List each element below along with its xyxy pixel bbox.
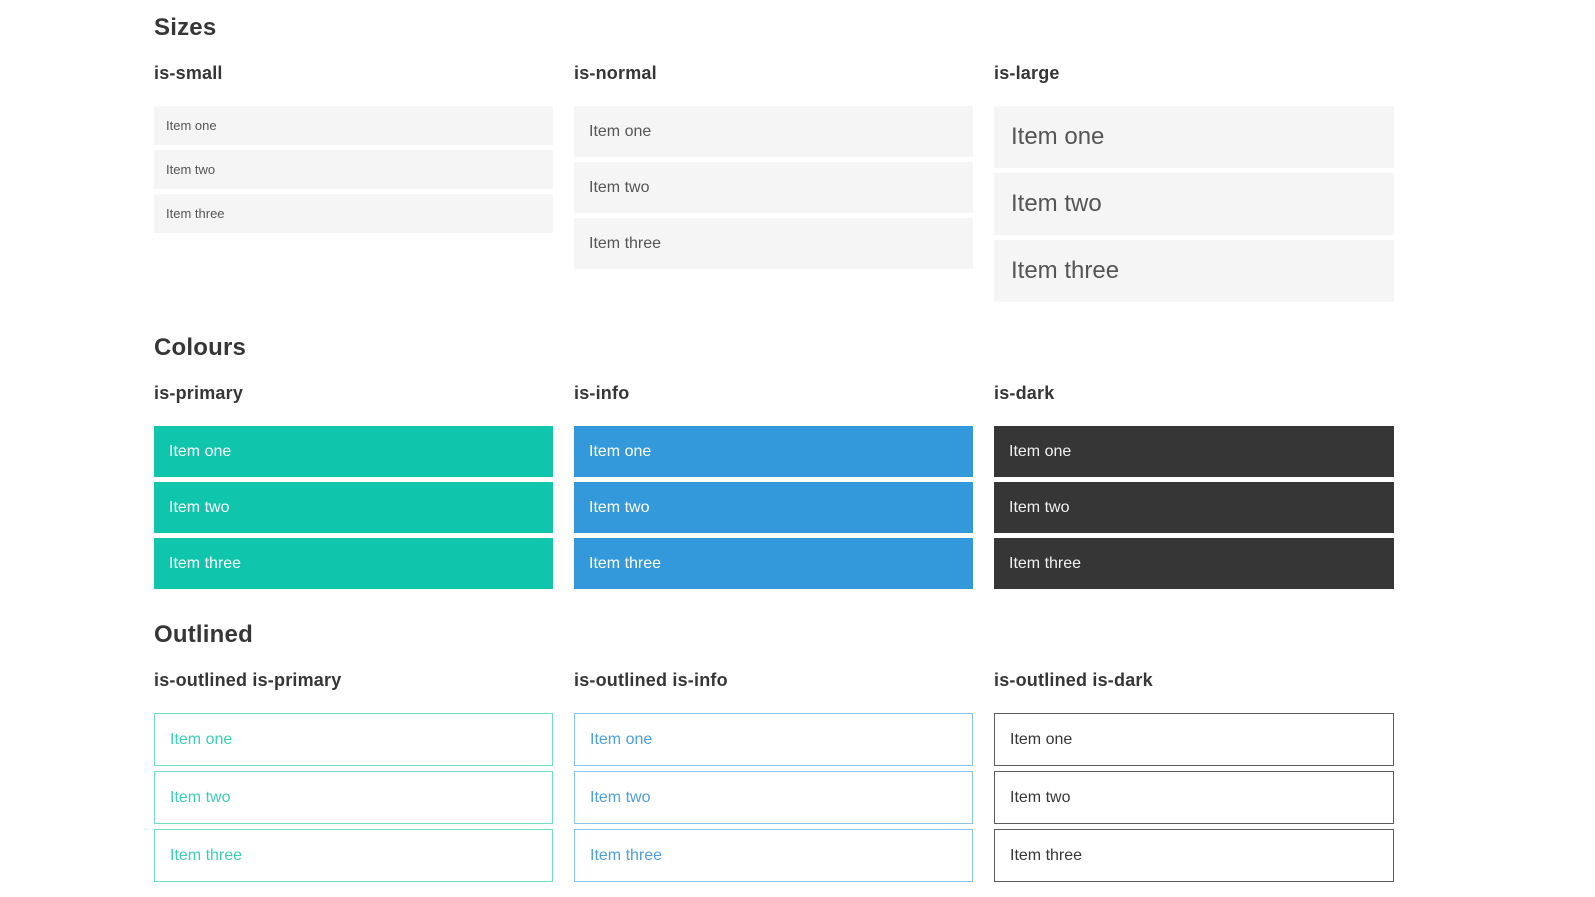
list-item[interactable]: Item three xyxy=(574,829,973,882)
group-heading: is-outlined is-primary xyxy=(154,670,342,690)
section-sizes: Sizes is-small Item one Item two Item th… xyxy=(154,14,1395,307)
list-item[interactable]: Item three xyxy=(154,829,553,882)
list-item[interactable]: Item two xyxy=(994,771,1394,824)
list-item[interactable]: Item two xyxy=(574,771,973,824)
list-item[interactable]: Item two xyxy=(154,150,553,189)
list-item[interactable]: Item three xyxy=(994,240,1394,302)
group-heading: is-outlined is-info xyxy=(574,670,728,690)
item-list: Item one Item two Item three xyxy=(574,426,973,589)
group-heading: is-normal xyxy=(574,63,657,83)
list-item[interactable]: Item one xyxy=(154,106,553,145)
section-title: Outlined xyxy=(154,621,253,648)
group-heading: is-large xyxy=(994,63,1060,83)
group-outlined-info: is-outlined is-info Item one Item two It… xyxy=(574,670,973,887)
list-item[interactable]: Item three xyxy=(574,538,973,589)
group-heading: is-primary xyxy=(154,383,244,403)
item-list: Item one Item two Item three xyxy=(574,106,973,269)
item-list: Item one Item two Item three xyxy=(574,713,973,882)
list-item[interactable]: Item two xyxy=(574,482,973,533)
section-title: Sizes xyxy=(154,14,217,41)
section-colours: Colours is-primary Item one Item two Ite… xyxy=(154,334,1395,594)
content: Sizes is-small Item one Item two Item th… xyxy=(154,14,1395,887)
group-large: is-large Item one Item two Item three xyxy=(994,63,1394,307)
list-item[interactable]: Item one xyxy=(154,713,553,766)
list-item[interactable]: Item three xyxy=(574,218,973,269)
list-item[interactable]: Item three xyxy=(154,194,553,233)
group-heading: is-info xyxy=(574,383,630,403)
list-item[interactable]: Item one xyxy=(154,426,553,477)
item-list: Item one Item two Item three xyxy=(994,426,1394,589)
group-dark: is-dark Item one Item two Item three xyxy=(994,383,1394,594)
group-heading: is-small xyxy=(154,63,223,83)
section-outlined: Outlined is-outlined is-primary Item one… xyxy=(154,621,1395,887)
list-item[interactable]: Item three xyxy=(994,829,1394,882)
group-primary: is-primary Item one Item two Item three xyxy=(154,383,553,594)
list-item[interactable]: Item one xyxy=(574,106,973,157)
group-outlined-dark: is-outlined is-dark Item one Item two It… xyxy=(994,670,1394,887)
group-normal: is-normal Item one Item two Item three xyxy=(574,63,973,274)
list-item[interactable]: Item two xyxy=(154,771,553,824)
list-item[interactable]: Item two xyxy=(994,482,1394,533)
list-item[interactable]: Item one xyxy=(574,426,973,477)
group-small: is-small Item one Item two Item three xyxy=(154,63,553,238)
group-heading: is-dark xyxy=(994,383,1055,403)
list-item[interactable]: Item two xyxy=(154,482,553,533)
list-item[interactable]: Item three xyxy=(154,538,553,589)
item-list: Item one Item two Item three xyxy=(154,106,553,233)
group-outlined-primary: is-outlined is-primary Item one Item two… xyxy=(154,670,553,887)
list-item[interactable]: Item one xyxy=(994,713,1394,766)
list-item[interactable]: Item two xyxy=(574,162,973,213)
item-list: Item one Item two Item three xyxy=(994,106,1394,302)
section-title: Colours xyxy=(154,334,247,361)
item-list: Item one Item two Item three xyxy=(154,426,553,589)
list-item[interactable]: Item three xyxy=(994,538,1394,589)
list-item[interactable]: Item one xyxy=(574,713,973,766)
item-list: Item one Item two Item three xyxy=(154,713,553,882)
list-item[interactable]: Item one xyxy=(994,106,1394,168)
group-info: is-info Item one Item two Item three xyxy=(574,383,973,594)
section-grid: is-primary Item one Item two Item three … xyxy=(154,383,1395,594)
list-item[interactable]: Item one xyxy=(994,426,1394,477)
item-list: Item one Item two Item three xyxy=(994,713,1394,882)
list-item[interactable]: Item two xyxy=(994,173,1394,235)
group-heading: is-outlined is-dark xyxy=(994,670,1153,690)
section-grid: is-outlined is-primary Item one Item two… xyxy=(154,670,1395,887)
section-grid: is-small Item one Item two Item three is… xyxy=(154,63,1395,307)
